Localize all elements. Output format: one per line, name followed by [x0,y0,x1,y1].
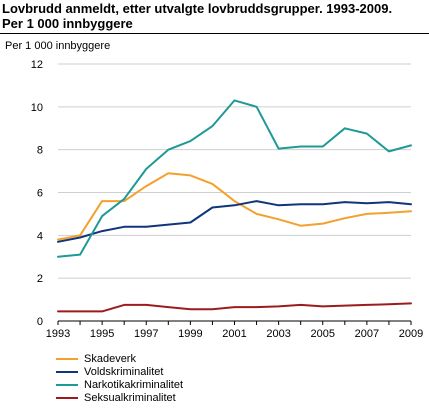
series-line-seksualkriminalitet [57,302,412,313]
x-tick-label: 2001 [222,328,246,340]
legend-label: Seksualkriminalitet [84,391,176,404]
x-tick-label: 1997 [134,328,158,340]
x-tick-label: 2005 [311,328,335,340]
chart-title-line-2: Per 1 000 innbyggere [2,16,133,31]
legend-swatch [56,357,78,360]
legend-swatch [56,370,78,373]
x-tick-label: 1995 [90,328,114,340]
x-tick-label: 2003 [266,328,290,340]
legend-label: Skadeverk [84,352,136,365]
chart-legend: Skadeverk Voldskriminalitet Narkotikakrimi… [56,352,183,404]
series-line-skadeverk [57,172,412,241]
x-tick-label: 1993 [46,328,70,340]
x-tick-label: 2007 [355,328,379,340]
x-tick-label: 1999 [178,328,202,340]
y-tick-label: 8 [37,145,43,157]
legend-item-skadeverk: Skadeverk [56,352,183,365]
y-tick-label: 10 [31,102,43,114]
legend-swatch [56,383,78,386]
y-tick-label: 0 [37,316,43,328]
legend-label: Voldskriminalitet [84,365,164,378]
x-tick-label: 2009 [399,328,423,340]
legend-item-voldskriminalitet: Voldskriminalitet [56,365,183,378]
y-tick-label: 6 [37,188,43,200]
legend-item-seksualkriminalitet: Seksualkriminalitet [56,391,183,404]
chart-title-line-1: Lovbrudd anmeldt, etter utvalgte lovbrud… [2,1,393,16]
chart-title: Lovbrudd anmeldt, etter utvalgte lovbrud… [2,1,427,31]
title-divider [0,33,429,34]
series-line-voldskriminalitet [57,200,412,243]
y-tick-label: 2 [37,273,43,285]
series-line-narkotikakriminalitet [57,99,412,258]
legend-label: Narkotikakriminalitet [84,378,184,391]
legend-item-narkotikakriminalitet: Narkotikakriminalitet [56,378,183,391]
y-tick-label: 4 [37,230,43,242]
y-axis-label: Per 1 000 innbyggere [5,40,111,52]
legend-swatch [56,396,78,399]
y-tick-label: 12 [31,59,43,71]
